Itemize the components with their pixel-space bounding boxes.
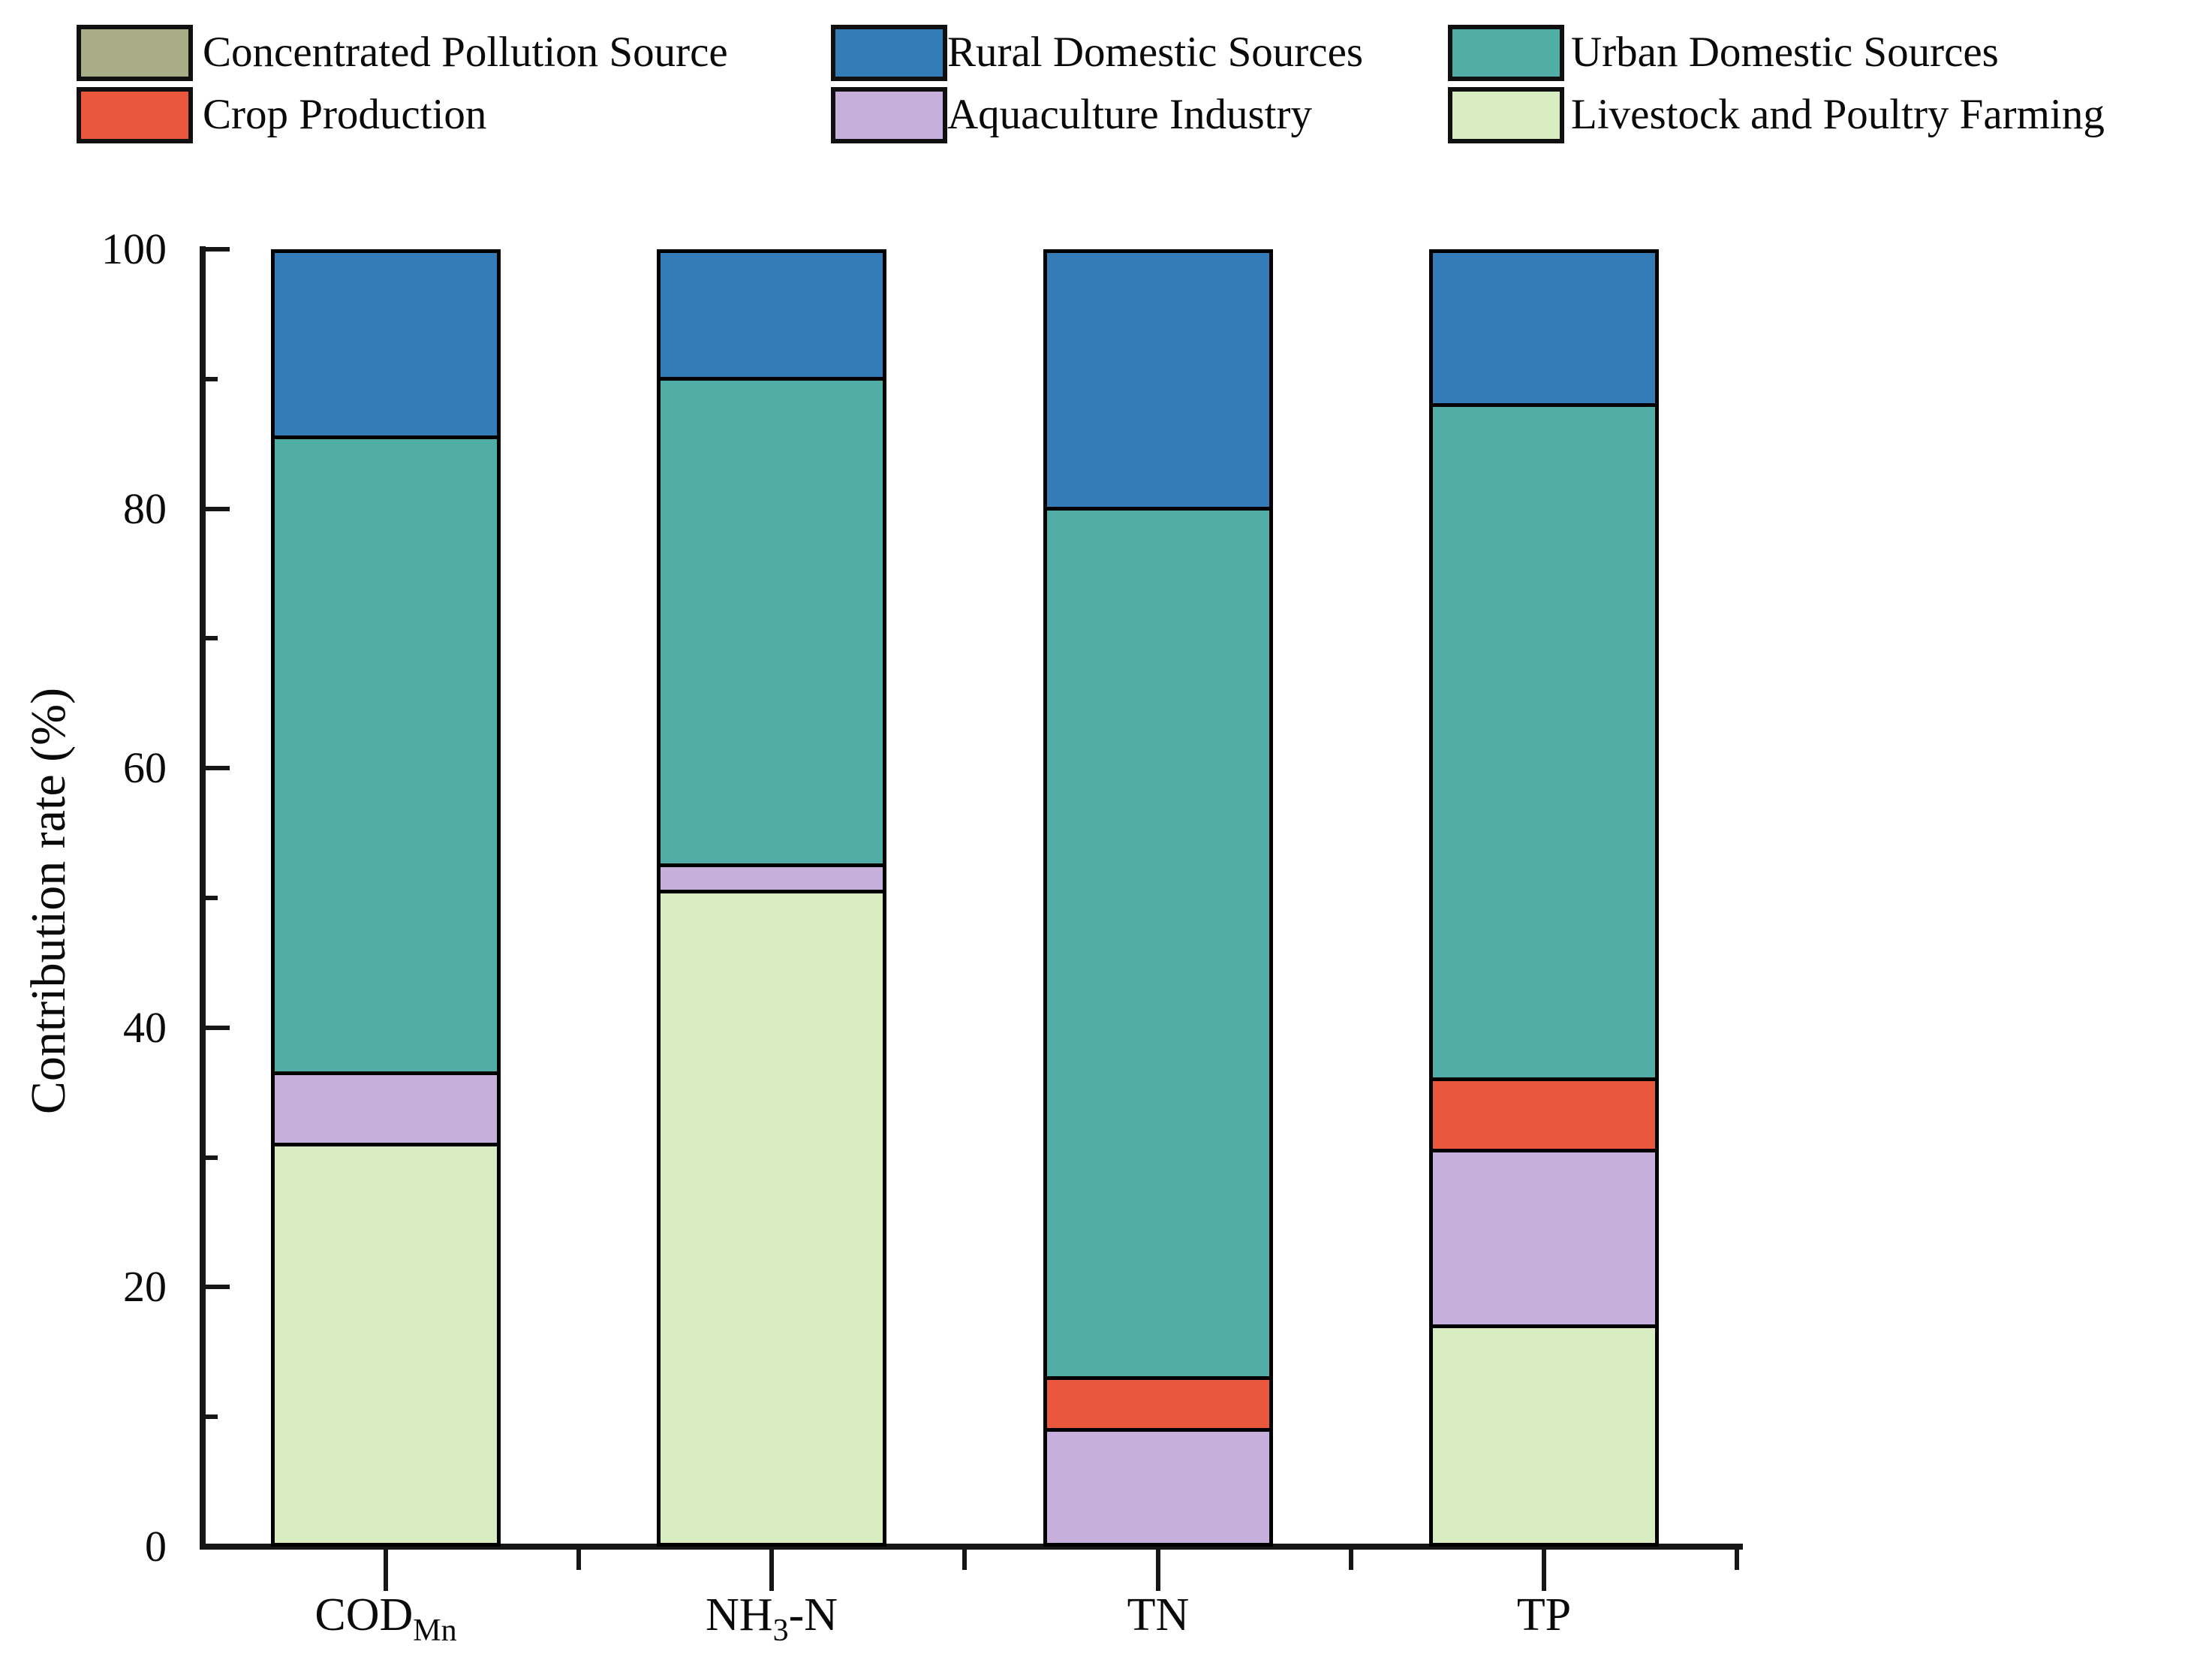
y-major-tick — [206, 1544, 230, 1549]
bar-segment-crop-production — [1043, 1378, 1273, 1430]
bar-segment-livestock-and-poultry-farming — [657, 891, 886, 1547]
bar-segment-divider — [1043, 1427, 1273, 1432]
bar-segment-urban-domestic-sources — [657, 378, 886, 866]
x-axis-line — [200, 1544, 1743, 1550]
bar-segment-divider — [271, 1071, 501, 1075]
category-label-subscript: Mn — [413, 1613, 457, 1648]
legend-swatch — [831, 25, 947, 81]
y-tick-label: 100 — [101, 224, 167, 273]
bar-NH3-N — [657, 249, 886, 1547]
bar-segment-livestock-and-poultry-farming — [1429, 1326, 1659, 1547]
legend-swatch — [1448, 87, 1564, 143]
category-label-text: -N — [788, 1589, 838, 1640]
bar-segment-divider — [1429, 1149, 1659, 1153]
legend-swatch — [77, 87, 193, 143]
bar-segment-urban-domestic-sources — [271, 437, 501, 1074]
y-tick-label: 60 — [123, 743, 167, 793]
category-label-TN: TN — [993, 1586, 1323, 1644]
category-label-TP: TP — [1379, 1586, 1709, 1644]
y-minor-tick — [206, 376, 218, 381]
bar-segment-rural-domestic-sources — [1429, 249, 1659, 405]
category-label-text: TN — [1127, 1589, 1190, 1640]
bar-TN — [1043, 249, 1273, 1547]
category-label-NH3-N: NH3-N — [606, 1586, 937, 1646]
y-minor-tick — [206, 1414, 218, 1420]
category-label-text: COD — [314, 1589, 414, 1640]
x-minor-tick — [962, 1550, 967, 1570]
y-tick-label: 20 — [123, 1262, 167, 1312]
bar-segment-divider — [1429, 1324, 1659, 1328]
category-label-text: NH — [706, 1589, 773, 1640]
bar-segment-divider — [271, 435, 501, 440]
bar-segment-urban-domestic-sources — [1043, 508, 1273, 1378]
bar-segment-divider — [657, 863, 886, 868]
y-minor-tick — [206, 636, 218, 641]
bar-segment-aquaculture-industry — [657, 865, 886, 892]
bar-segment-rural-domestic-sources — [657, 249, 886, 379]
bar-segment-aquaculture-industry — [271, 1073, 501, 1145]
legend-label: Rural Domestic Sources — [947, 29, 1364, 76]
y-major-tick — [206, 1025, 230, 1030]
bar-segment-divider — [1043, 507, 1273, 511]
bar-segment-divider — [657, 377, 886, 381]
legend-swatch — [1448, 25, 1564, 81]
x-minor-tick — [1349, 1550, 1353, 1570]
y-tick-label: 40 — [123, 1002, 167, 1052]
bar-segment-crop-production — [1429, 1079, 1659, 1151]
y-major-tick — [206, 766, 230, 771]
x-major-tick — [384, 1550, 388, 1591]
bar-segment-divider — [271, 1142, 501, 1146]
y-major-tick — [206, 506, 230, 511]
legend-label: Livestock and Poultry Farming — [1571, 91, 2105, 138]
bar-segment-divider — [657, 889, 886, 893]
y-axis-line — [200, 246, 206, 1550]
bar-segment-rural-domestic-sources — [1043, 249, 1273, 509]
bar-segment-aquaculture-industry — [1043, 1430, 1273, 1547]
legend-swatch — [77, 25, 193, 81]
bar-TP — [1429, 249, 1659, 1547]
category-label-subscript: 3 — [772, 1613, 789, 1648]
bar-segment-divider — [1429, 402, 1659, 407]
y-minor-tick — [206, 1155, 218, 1160]
legend-label: Aquaculture Industry — [947, 91, 1312, 138]
bar-segment-divider — [1043, 1375, 1273, 1380]
y-major-tick — [206, 1285, 230, 1290]
legend-swatch — [831, 87, 947, 143]
category-label-text: TP — [1516, 1589, 1572, 1640]
bar-segment-aquaculture-industry — [1429, 1150, 1659, 1327]
category-label-COD_Mn: CODMn — [221, 1586, 551, 1646]
x-major-tick — [769, 1550, 774, 1591]
x-minor-tick — [576, 1550, 581, 1570]
bar-segment-rural-domestic-sources — [271, 249, 501, 438]
y-minor-tick — [206, 896, 218, 900]
legend-label: Concentrated Pollution Source — [203, 29, 728, 76]
legend-label: Crop Production — [203, 91, 487, 138]
bar-segment-divider — [1429, 1077, 1659, 1082]
bar-segment-urban-domestic-sources — [1429, 405, 1659, 1080]
y-axis-title: Contribution rate (%) — [21, 687, 76, 1115]
y-tick-label: 0 — [145, 1522, 167, 1571]
x-major-tick — [1156, 1550, 1160, 1591]
bar-COD_Mn — [271, 249, 501, 1547]
bar-segment-livestock-and-poultry-farming — [271, 1144, 501, 1547]
legend-label: Urban Domestic Sources — [1571, 29, 1999, 76]
x-minor-tick — [1735, 1550, 1739, 1570]
y-major-tick — [206, 247, 230, 252]
x-major-tick — [1542, 1550, 1546, 1591]
y-tick-label: 80 — [123, 484, 167, 533]
